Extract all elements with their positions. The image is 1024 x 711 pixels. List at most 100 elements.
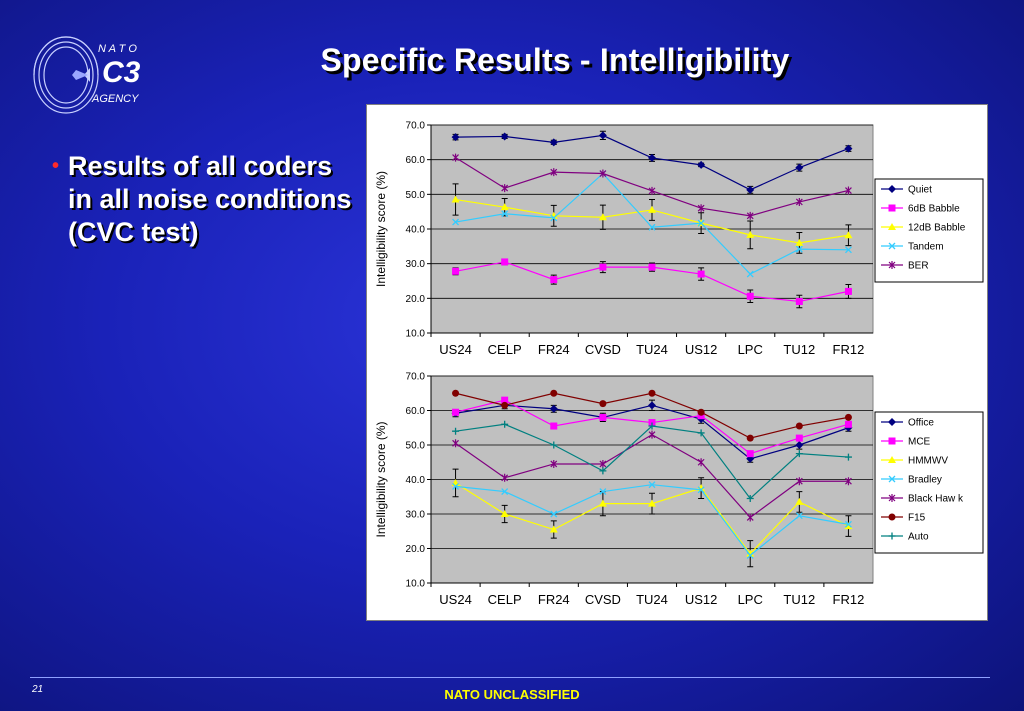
data-point [795, 297, 803, 305]
data-point [501, 473, 509, 482]
legend-label: Auto [908, 532, 929, 543]
data-point [844, 231, 853, 239]
data-point [795, 197, 803, 206]
legend-marker [888, 475, 896, 483]
data-point [795, 238, 804, 246]
x-tick-label: CELP [488, 342, 522, 357]
series-hmmwv [451, 468, 853, 568]
data-point [746, 434, 754, 442]
data-point [697, 408, 705, 416]
data-point [451, 133, 460, 142]
data-point [746, 185, 755, 194]
y-tick-label: 70.0 [406, 121, 426, 132]
y-tick-label: 60.0 [406, 155, 426, 166]
series-ber [452, 153, 852, 220]
series-auto [452, 420, 852, 502]
y-tick-label: 40.0 [406, 225, 426, 236]
data-point [451, 195, 460, 203]
y-tick-label: 20.0 [406, 294, 426, 305]
legend-label: 12dB Babble [908, 223, 966, 234]
data-point [795, 163, 804, 172]
logo-line1: N A T O [98, 43, 137, 55]
data-point [697, 270, 705, 278]
legend-label: Bradley [908, 475, 942, 486]
data-point [501, 184, 509, 193]
data-point [550, 214, 558, 222]
data-point [746, 513, 754, 522]
bullet-marker: • [52, 155, 60, 177]
data-point [452, 267, 460, 275]
data-point [795, 450, 803, 458]
x-tick-label: US24 [439, 342, 472, 357]
data-point [697, 160, 706, 169]
slide-title: Specific Results - Intelligibility [320, 42, 790, 78]
data-point [844, 413, 852, 421]
series-6db-babble [452, 258, 852, 309]
x-tick-label: LPC [738, 342, 763, 357]
page-number: 21 [32, 684, 44, 695]
data-point [844, 287, 852, 295]
legend-marker [888, 261, 896, 269]
data-point [795, 441, 804, 449]
data-point [598, 131, 607, 140]
chart-panel: 10.0 20.0 30.0 40.0 50.0 60.0 70.0 US24 CELP FR24… [366, 104, 988, 621]
legend-label: Quiet [908, 185, 932, 196]
data-point [500, 132, 509, 141]
x-tick-label: FR12 [833, 342, 865, 357]
data-point [648, 153, 656, 162]
series-black-haw-k [452, 430, 852, 522]
data-point [598, 213, 607, 221]
data-point [648, 223, 656, 231]
series-f15 [452, 389, 852, 442]
data-point [452, 218, 460, 226]
data-point [549, 404, 558, 413]
data-point [599, 467, 607, 475]
data-point [746, 270, 754, 278]
data-point [648, 205, 656, 213]
bullet-text: Results of all coders in all noise condi… [68, 151, 352, 247]
data-point [844, 522, 853, 530]
x-tick-label: FR24 [538, 592, 570, 607]
series-quiet [451, 130, 853, 194]
data-point [795, 477, 803, 486]
data-point [452, 439, 459, 448]
data-point [746, 211, 754, 220]
data-point [452, 153, 459, 162]
y-tick-label: 30.0 [406, 259, 426, 270]
y-tick-label: 50.0 [406, 190, 426, 201]
legend-marker [888, 223, 896, 230]
data-point [599, 459, 607, 468]
y-tick-label: 30.0 [406, 510, 426, 521]
data-point [550, 422, 558, 430]
data-point [746, 549, 755, 557]
chart-1: 10.0 20.0 30.0 40.0 50.0 60.0 70.0 US24 CELP FR24… [374, 121, 984, 357]
data-point [501, 488, 509, 496]
data-point [549, 211, 558, 219]
data-point [550, 389, 558, 397]
data-point [746, 450, 754, 458]
x-tick-label: FR24 [538, 342, 570, 357]
data-point [795, 497, 804, 505]
x-tick-label: US12 [685, 342, 718, 357]
x-tick-label: US24 [439, 592, 472, 607]
data-point [845, 477, 852, 486]
x-tick-label: CVSD [585, 592, 621, 607]
x-tick-label: CVSD [585, 342, 621, 357]
data-point [501, 210, 509, 218]
legend: Office MCE HMMWV Bradley Black Haw k F15 Auto [874, 411, 984, 554]
y-tick-label: 20.0 [406, 544, 426, 555]
data-point [599, 488, 607, 496]
classification-label: NATO UNCLASSIFIED [444, 687, 580, 702]
data-point [697, 458, 705, 467]
legend-marker [888, 456, 896, 463]
data-point [452, 408, 460, 416]
data-point [746, 230, 755, 238]
series-12db-babble [451, 183, 853, 254]
legend-label: MCE [908, 437, 931, 448]
data-point [452, 389, 460, 397]
data-point [844, 453, 852, 461]
data-point [648, 430, 656, 439]
y-tick-label: 60.0 [406, 406, 426, 417]
data-point [599, 263, 607, 271]
data-point [795, 512, 803, 520]
